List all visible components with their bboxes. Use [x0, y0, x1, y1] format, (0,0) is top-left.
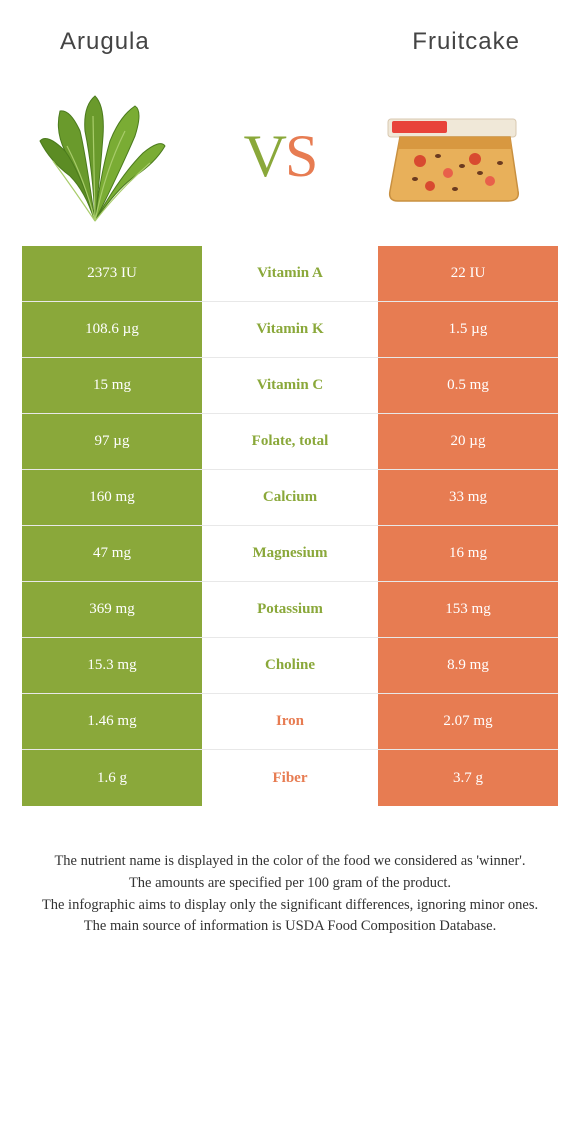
- value-right: 22 IU: [378, 246, 558, 301]
- footnote: The nutrient name is displayed in the co…: [0, 806, 580, 938]
- vs-s: S: [285, 123, 316, 189]
- value-right: 8.9 mg: [378, 638, 558, 693]
- table-row: 97 µgFolate, total20 µg: [22, 414, 558, 470]
- vs-v: V: [244, 123, 285, 189]
- value-left: 160 mg: [22, 470, 202, 525]
- table-row: 1.6 gFiber3.7 g: [22, 750, 558, 806]
- value-left: 1.46 mg: [22, 694, 202, 749]
- value-left: 1.6 g: [22, 750, 202, 806]
- nutrient-label: Vitamin K: [202, 302, 378, 357]
- value-left: 15.3 mg: [22, 638, 202, 693]
- value-left: 47 mg: [22, 526, 202, 581]
- footnote-line: The amounts are specified per 100 gram o…: [30, 873, 550, 895]
- table-row: 2373 IUVitamin A22 IU: [22, 246, 558, 302]
- table-row: 160 mgCalcium33 mg: [22, 470, 558, 526]
- footnote-line: The infographic aims to display only the…: [30, 895, 550, 917]
- table-row: 369 mgPotassium153 mg: [22, 582, 558, 638]
- nutrient-label: Magnesium: [202, 526, 378, 581]
- value-right: 20 µg: [378, 414, 558, 469]
- header: Arugula Fruitcake: [0, 0, 580, 66]
- value-left: 369 mg: [22, 582, 202, 637]
- nutrient-label: Fiber: [202, 750, 378, 806]
- value-left: 15 mg: [22, 358, 202, 413]
- fruitcake-image: [375, 81, 535, 231]
- title-right: Fruitcake: [412, 28, 520, 56]
- value-right: 3.7 g: [378, 750, 558, 806]
- value-left: 108.6 µg: [22, 302, 202, 357]
- fruitcake-icon: [380, 101, 530, 211]
- value-left: 2373 IU: [22, 246, 202, 301]
- title-left: Arugula: [60, 28, 150, 56]
- table-row: 47 mgMagnesium16 mg: [22, 526, 558, 582]
- images-row: VS: [0, 66, 580, 246]
- footnote-line: The nutrient name is displayed in the co…: [30, 851, 550, 873]
- value-right: 153 mg: [378, 582, 558, 637]
- value-right: 2.07 mg: [378, 694, 558, 749]
- table-row: 15 mgVitamin C0.5 mg: [22, 358, 558, 414]
- arugula-image: [25, 81, 185, 231]
- table-row: 108.6 µgVitamin K1.5 µg: [22, 302, 558, 358]
- nutrient-label: Calcium: [202, 470, 378, 525]
- table-row: 1.46 mgIron2.07 mg: [22, 694, 558, 750]
- nutrient-label: Choline: [202, 638, 378, 693]
- table-row: 15.3 mgCholine8.9 mg: [22, 638, 558, 694]
- value-right: 16 mg: [378, 526, 558, 581]
- nutrient-label: Vitamin C: [202, 358, 378, 413]
- value-right: 1.5 µg: [378, 302, 558, 357]
- value-right: 33 mg: [378, 470, 558, 525]
- footnote-line: The main source of information is USDA F…: [30, 916, 550, 938]
- value-right: 0.5 mg: [378, 358, 558, 413]
- nutrient-label: Potassium: [202, 582, 378, 637]
- nutrient-label: Folate, total: [202, 414, 378, 469]
- nutrient-label: Iron: [202, 694, 378, 749]
- value-left: 97 µg: [22, 414, 202, 469]
- vs-label: VS: [244, 122, 317, 191]
- nutrient-table: 2373 IUVitamin A22 IU108.6 µgVitamin K1.…: [0, 246, 580, 806]
- arugula-icon: [25, 81, 185, 231]
- nutrient-label: Vitamin A: [202, 246, 378, 301]
